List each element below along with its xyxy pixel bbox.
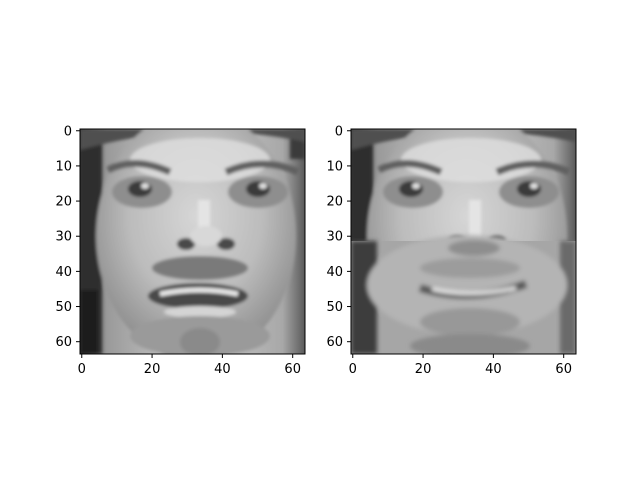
left-x-axis: 0 20 40 60 — [78, 354, 301, 377]
left-face-image — [80, 129, 305, 354]
right-y-tick-label: 50 — [326, 300, 343, 315]
right-face-image — [351, 129, 576, 354]
right-y-tick-label: 0 — [335, 124, 343, 139]
left-x-tick-label: 60 — [284, 362, 301, 377]
left-x-tick-label: 20 — [144, 362, 161, 377]
right-axes-frame — [350, 128, 577, 355]
left-y-tick-label: 30 — [55, 230, 72, 245]
right-y-tick-label: 60 — [326, 335, 343, 350]
left-x-tick-label: 40 — [214, 362, 231, 377]
right-x-tick-label: 40 — [485, 362, 502, 377]
right-y-tick-label: 40 — [326, 265, 343, 280]
left-y-tick-label: 10 — [55, 159, 72, 174]
right-x-tick-label: 0 — [349, 362, 357, 377]
left-y-axis: 0 10 20 30 40 50 60 — [55, 124, 80, 350]
right-x-tick-label: 20 — [415, 362, 432, 377]
right-y-tick-label: 30 — [326, 230, 343, 245]
left-x-tick-label: 0 — [78, 362, 86, 377]
right-x-tick-label: 60 — [555, 362, 572, 377]
left-y-tick-label: 0 — [64, 124, 72, 139]
right-y-tick-label: 10 — [326, 159, 343, 174]
right-x-axis: 0 20 40 60 — [349, 354, 572, 377]
left-image-panel: 0 20 40 60 0 10 20 30 40 50 60 — [55, 124, 306, 377]
left-y-tick-label: 50 — [55, 300, 72, 315]
left-y-tick-label: 40 — [55, 265, 72, 280]
right-y-axis: 0 10 20 30 40 50 60 — [326, 124, 351, 350]
right-image-panel: 0 20 40 60 0 10 20 30 40 50 60 — [326, 124, 577, 377]
left-y-tick-label: 20 — [55, 195, 72, 210]
left-y-tick-label: 60 — [55, 335, 72, 350]
left-axes-frame — [79, 128, 306, 355]
right-y-tick-label: 20 — [326, 195, 343, 210]
